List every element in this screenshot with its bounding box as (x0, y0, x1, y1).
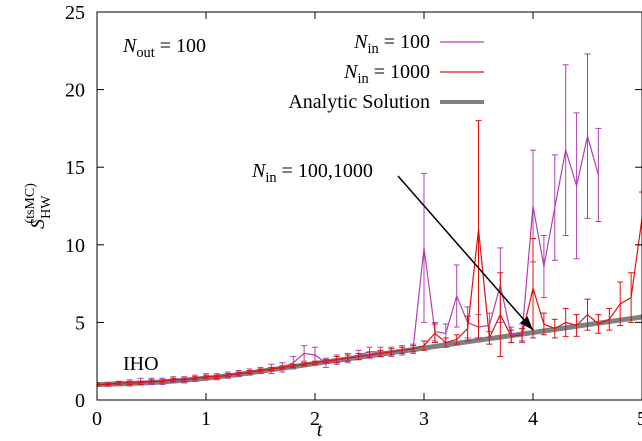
annotations: Nout = 100 IHO Nin = 100,1000 (122, 35, 534, 375)
y-tick-label: 25 (65, 2, 85, 24)
legend-label-0: Nin = 100 (353, 31, 430, 57)
series-layer (97, 53, 642, 387)
arrow-head (520, 316, 533, 331)
legend-label-2: Analytic Solution (288, 91, 430, 113)
annotation-arrow (397, 175, 534, 331)
legend-label-1: Nin = 1000 (343, 61, 430, 87)
nin-arrow-label: Nin = 100,1000 (251, 160, 373, 186)
x-tick-label: 3 (419, 408, 429, 430)
legend: Nin = 100 Nin = 1000 Analytic Solution (288, 31, 484, 113)
series-nin-1000 (97, 120, 642, 387)
x-tick-label: 4 (528, 408, 538, 430)
axes-layer: 0 1 2 3 4 5 0 5 10 15 20 25 t SHW(tsMC) (23, 2, 642, 441)
y-axis-label: SHW(tsMC) (23, 183, 54, 229)
x-tick-label: 5 (637, 408, 642, 430)
y-tick-label: 5 (75, 312, 85, 334)
x-tick-label: 1 (201, 408, 211, 430)
x-axis-label: t (317, 419, 323, 441)
x-tick-label: 2 (310, 408, 320, 430)
x-tick-label: 0 (92, 408, 102, 430)
iho-annotation: IHO (123, 353, 159, 375)
y-tick-label: 20 (65, 80, 85, 102)
nout-annotation: Nout = 100 (122, 35, 206, 61)
y-tick-label: 10 (65, 235, 85, 257)
y-tick-label: 15 (65, 157, 85, 179)
series-line (97, 218, 642, 386)
y-tick-label: 0 (75, 390, 85, 412)
plot-frame (96, 11, 642, 401)
